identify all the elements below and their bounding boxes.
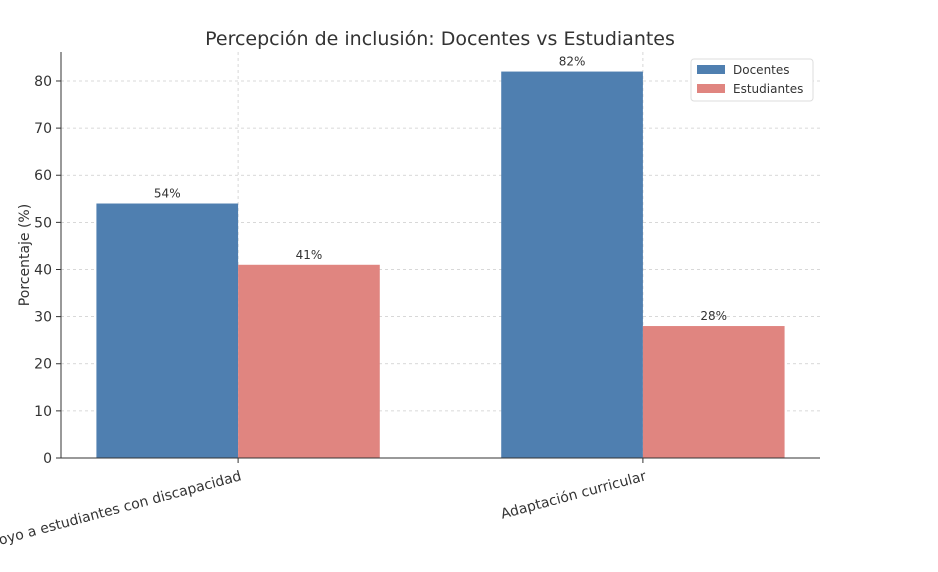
y-tick-label: 80 (34, 74, 52, 90)
x-tick-label: Adaptación curricular (499, 468, 648, 522)
y-tick-label: 0 (43, 451, 52, 467)
x-tick-label: Apoyo a estudiantes con discapacidad (0, 468, 243, 553)
bar-docentes-0 (96, 203, 239, 458)
data-label: 28% (700, 309, 727, 323)
y-tick-label: 60 (34, 168, 52, 184)
legend: Docentes Estudiantes (690, 58, 814, 102)
legend-swatch (697, 65, 725, 74)
legend-swatch (697, 84, 725, 93)
y-tick-label: 20 (34, 357, 52, 373)
y-tick-label: 50 (34, 215, 52, 231)
chart-title: Percepción de inclusión: Docentes vs Est… (205, 28, 675, 50)
legend-label: Estudiantes (733, 82, 803, 96)
y-tick-label: 10 (34, 404, 52, 420)
y-tick-label: 30 (34, 310, 52, 326)
data-label: 41% (296, 248, 323, 262)
y-tick-label: 70 (34, 121, 52, 137)
y-tick-label: 40 (34, 262, 52, 278)
bar-docentes-1 (501, 71, 643, 459)
bar-estudiantes-1 (642, 326, 785, 458)
data-label: 54% (154, 187, 181, 201)
legend-label: Docentes (733, 63, 790, 77)
bar-estudiantes-0 (238, 264, 380, 458)
data-label: 82% (559, 55, 586, 69)
y-axis-label: Porcentaje (%) (17, 204, 33, 306)
